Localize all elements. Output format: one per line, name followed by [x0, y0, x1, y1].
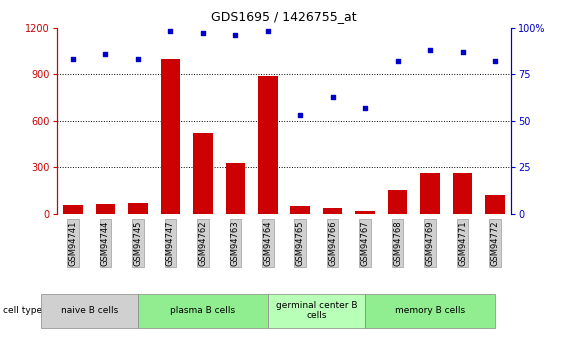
Point: [393, 58, 402, 64]
Bar: [258, 76, 278, 214]
Bar: [161, 59, 180, 214]
Bar: [485, 195, 505, 214]
Bar: [365, 294, 495, 327]
Point: [263, 29, 272, 34]
Point: [231, 32, 240, 38]
Bar: [40, 294, 138, 327]
Bar: [193, 133, 212, 214]
Bar: [356, 211, 375, 214]
Point: [458, 49, 467, 55]
Bar: [388, 190, 407, 214]
Point: [101, 51, 110, 57]
Bar: [138, 294, 268, 327]
Bar: [290, 206, 310, 214]
Point: [166, 29, 175, 34]
Text: GDS1695 / 1426755_at: GDS1695 / 1426755_at: [211, 10, 357, 23]
Bar: [323, 208, 343, 214]
Bar: [268, 294, 365, 327]
Bar: [128, 203, 148, 214]
Bar: [63, 205, 83, 214]
Point: [69, 57, 78, 62]
Bar: [420, 173, 440, 214]
Point: [133, 57, 143, 62]
Bar: [453, 173, 472, 214]
Point: [198, 30, 207, 36]
Point: [328, 94, 337, 99]
Bar: [225, 162, 245, 214]
Text: plasma B cells: plasma B cells: [170, 306, 235, 315]
Point: [296, 112, 305, 118]
Text: cell type ▶: cell type ▶: [3, 306, 52, 315]
Point: [361, 105, 370, 110]
Point: [490, 58, 499, 64]
Text: naive B cells: naive B cells: [61, 306, 118, 315]
Bar: [96, 204, 115, 214]
Text: germinal center B
cells: germinal center B cells: [275, 301, 357, 321]
Text: memory B cells: memory B cells: [395, 306, 465, 315]
Point: [425, 47, 435, 53]
